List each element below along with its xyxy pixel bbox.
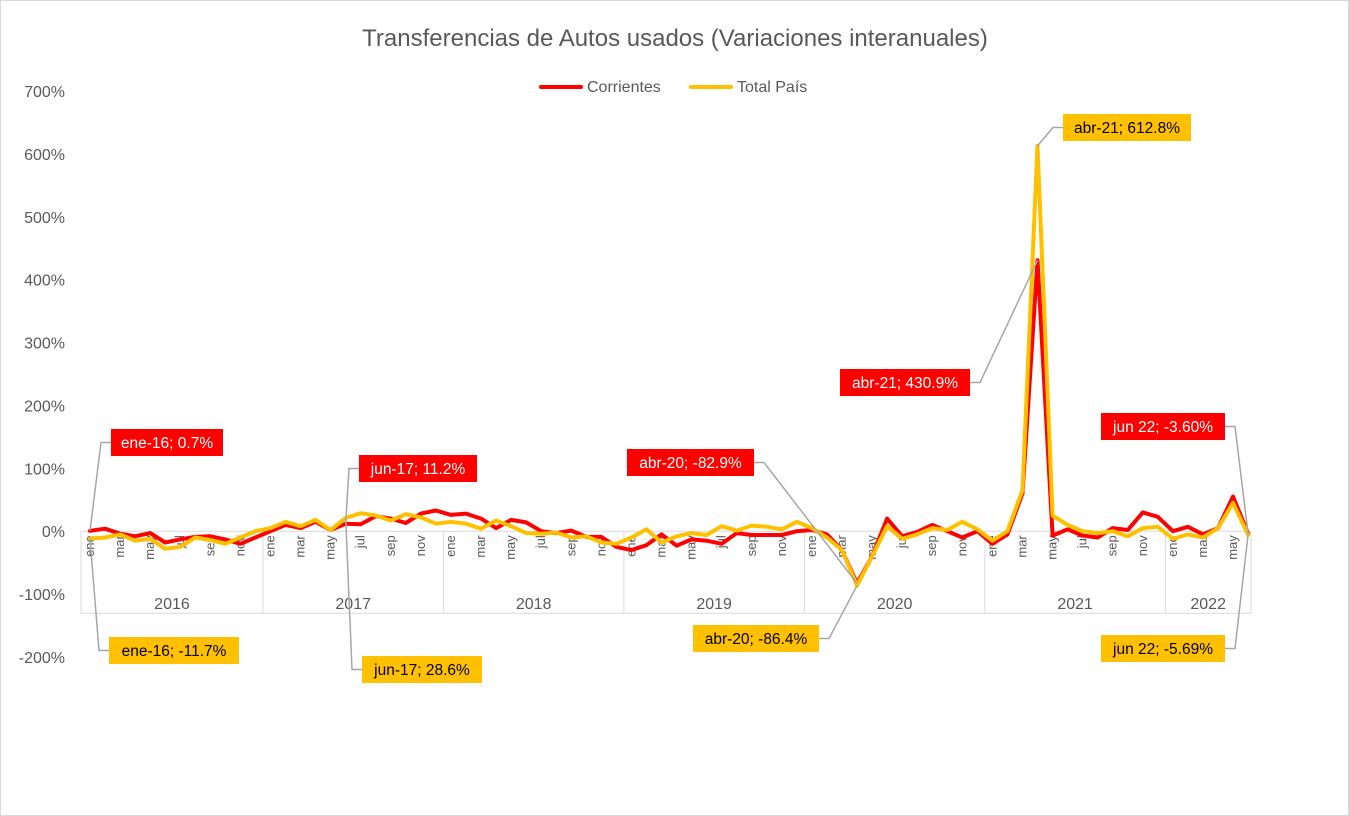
- legend-label: Corrientes: [587, 79, 661, 96]
- month-tick-label: jul: [353, 535, 368, 549]
- callout-leader: [970, 259, 1039, 384]
- chart-title: Transferencias de Autos usados (Variacio…: [362, 25, 988, 52]
- data-label: jun 22; -3.60%: [1112, 419, 1213, 436]
- year-label: 2021: [1057, 596, 1093, 613]
- month-tick-label: nov: [954, 535, 969, 556]
- year-label: 2017: [335, 596, 371, 613]
- month-tick-label: sep: [383, 535, 398, 556]
- callout-leader: [89, 538, 109, 652]
- series-line-total-pais: [88, 143, 1251, 588]
- data-label: abr-20; -86.4%: [705, 631, 808, 648]
- y-tick-label: 600%: [24, 147, 65, 164]
- year-label: 2022: [1190, 596, 1226, 613]
- callout-box: [109, 637, 239, 664]
- data-label: abr-21; 430.9%: [852, 375, 958, 392]
- y-tick-label: 700%: [24, 84, 65, 101]
- month-tick-label: nov: [1135, 535, 1150, 556]
- month-tick-label: mar: [473, 535, 488, 558]
- month-tick-label: sep: [744, 535, 759, 556]
- month-tick-label: ene: [82, 535, 97, 557]
- legend: Corrientes Total País: [539, 79, 807, 96]
- month-tick-label: jul: [533, 535, 548, 549]
- callout-leader: [754, 461, 858, 584]
- month-tick-label: sep: [1105, 535, 1120, 556]
- data-label: ene-16; -11.7%: [122, 643, 227, 660]
- callout-leader: [344, 467, 359, 524]
- year-label: 2020: [877, 596, 913, 613]
- month-tick-label: nov: [413, 535, 428, 556]
- data-label: jun-17; 11.2%: [370, 461, 466, 478]
- callout-box: [627, 449, 754, 476]
- callout-box: [1101, 635, 1225, 662]
- month-tick-label: mar: [1014, 535, 1029, 558]
- month-tick-label: mar: [834, 535, 849, 558]
- month-tick-label: ene: [262, 535, 277, 557]
- callout-box: [359, 455, 477, 482]
- data-label: abr-21; 612.8%: [1074, 120, 1180, 137]
- month-tick-label: may: [1045, 535, 1060, 560]
- month-tick-label: sep: [563, 535, 578, 556]
- month-tick-label: mar: [293, 535, 308, 558]
- y-tick-label: 0%: [42, 524, 65, 541]
- data-label: jun-17; 28.6%: [373, 662, 470, 679]
- callout-leader: [1225, 534, 1249, 650]
- legend-label: Total País: [737, 79, 807, 96]
- callout-box: [1063, 114, 1191, 141]
- callout-box: [693, 625, 819, 652]
- callout-box: [1101, 413, 1225, 440]
- year-label: 2018: [516, 596, 552, 613]
- series-line-corrientes: [88, 258, 1251, 586]
- month-tick-label: nov: [774, 535, 789, 556]
- year-label: 2019: [696, 596, 732, 613]
- month-tick-label: may: [503, 535, 518, 560]
- y-tick-label: 200%: [24, 398, 65, 415]
- month-tick-label: ene: [804, 535, 819, 557]
- month-tick-label: mar: [1195, 535, 1210, 558]
- data-label-callouts: ene-16; 0.7% ene-16; -11.7% jun-17; 11.2% j…: [89, 114, 1249, 683]
- callout-leader: [89, 441, 111, 531]
- y-tick-label: 100%: [24, 461, 65, 478]
- y-tick-label: 400%: [24, 273, 65, 290]
- year-label: 2016: [154, 596, 190, 613]
- callout-leader: [1036, 126, 1063, 147]
- callout-leader: [344, 517, 362, 671]
- y-tick-label: 300%: [24, 336, 65, 353]
- month-tick-label: may: [1225, 535, 1240, 560]
- data-label: ene-16; 0.7%: [121, 435, 213, 452]
- data-label: abr-20; -82.9%: [639, 455, 742, 472]
- callout-leader: [819, 585, 858, 640]
- y-tick-label: 500%: [24, 210, 65, 227]
- month-tick-label: jul: [1075, 535, 1090, 549]
- month-tick-label: ene: [1165, 535, 1180, 557]
- callout-box: [111, 429, 223, 456]
- y-tick-label: -100%: [19, 587, 65, 604]
- axes: 700% 600% 500% 400% 300% 200% 100% 0% -100% -200%…: [19, 84, 1252, 667]
- series-lines: [88, 143, 1251, 588]
- callout-leader: [1225, 425, 1249, 534]
- callout-box: [840, 369, 970, 396]
- y-tick-label: -200%: [19, 650, 65, 667]
- month-tick-label: may: [323, 535, 338, 560]
- month-tick-label: mar: [112, 535, 127, 558]
- month-tick-label: ene: [443, 535, 458, 557]
- callout-box: [362, 656, 482, 683]
- month-tick-label: sep: [924, 535, 939, 556]
- data-label: jun 22; -5.69%: [1112, 641, 1213, 658]
